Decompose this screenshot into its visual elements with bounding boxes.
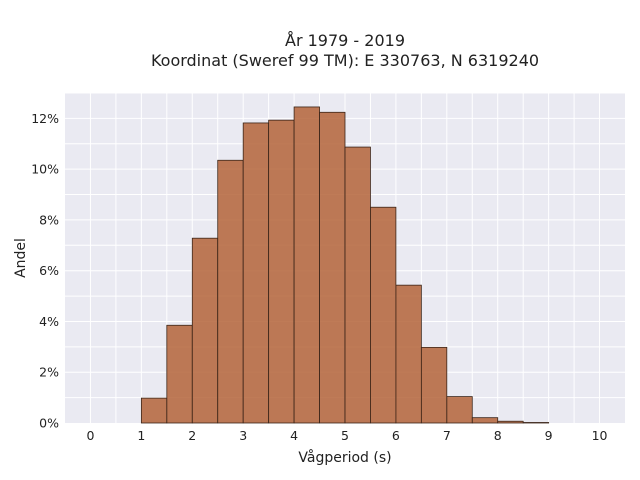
histogram-bar	[140, 397, 168, 424]
histogram-bar	[446, 396, 473, 424]
x-tick-label: 3	[239, 428, 247, 443]
histogram-bar	[166, 324, 193, 424]
histogram-bar	[395, 284, 422, 424]
histogram-bar	[471, 417, 499, 424]
chart-title: År 1979 - 2019	[285, 31, 405, 50]
x-tick-label: 1	[137, 428, 145, 443]
x-tick-label: 2	[188, 428, 196, 443]
x-tick-label: 5	[341, 428, 349, 443]
x-tick-label: 0	[86, 428, 94, 443]
y-axis-ticks: 0% 2% 4% 6% 8% 10% 12%	[31, 111, 59, 431]
x-tick-label: 7	[443, 428, 451, 443]
histogram-bar	[370, 206, 397, 424]
y-tick-label: 10%	[31, 162, 59, 177]
x-tick-label: 8	[494, 428, 502, 443]
histogram-bar	[497, 420, 524, 424]
histogram-bar	[522, 422, 550, 424]
x-tick-label: 10	[592, 428, 608, 443]
y-tick-label: 12%	[31, 111, 59, 126]
histogram-bar	[420, 346, 448, 424]
x-axis-label: Vågperiod (s)	[298, 449, 391, 466]
chart-subtitle: Koordinat (Sweref 99 TM): E 330763, N 63…	[151, 51, 539, 70]
y-axis-label: Andel	[13, 238, 29, 278]
y-tick-label: 6%	[39, 263, 59, 278]
histogram-bar	[191, 237, 219, 424]
histogram-bar	[344, 146, 371, 424]
y-tick-label: 2%	[39, 365, 59, 380]
x-axis-ticks: 0 1 2 3 4 5 6 7 8 9 10	[86, 428, 607, 443]
y-tick-label: 0%	[39, 416, 59, 431]
histogram-bar	[268, 119, 295, 424]
histogram-bar	[217, 159, 244, 424]
histogram-bars	[140, 106, 550, 424]
histogram-bar	[242, 122, 270, 424]
x-tick-label: 6	[392, 428, 400, 443]
histogram-bar	[293, 106, 320, 424]
histogram-bar	[319, 111, 346, 424]
y-tick-label: 8%	[39, 212, 59, 227]
y-tick-label: 4%	[39, 314, 59, 329]
x-tick-label: 9	[545, 428, 553, 443]
x-tick-label: 4	[290, 428, 298, 443]
